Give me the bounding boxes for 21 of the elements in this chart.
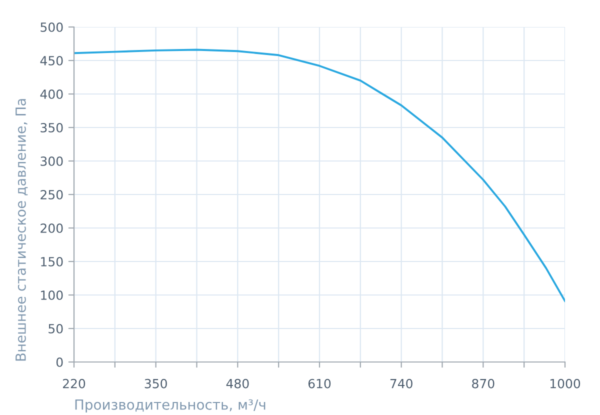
y-tick-label: 450 [40, 56, 63, 66]
y-tick-label: 0 [56, 357, 63, 367]
y-tick-label: 500 [40, 22, 63, 32]
x-tick-label: 740 [390, 378, 412, 388]
x-tick-label: 1000 [550, 378, 580, 388]
y-tick-label: 300 [40, 156, 63, 166]
y-tick-label: 200 [40, 223, 63, 233]
x-tick-label: 870 [472, 378, 494, 388]
x-tick-label: 220 [62, 378, 86, 388]
line-series [74, 48, 565, 302]
x-tick-label: 610 [308, 378, 331, 388]
x-axis-title: Производительность, м³/ч [75, 399, 266, 413]
y-tick-label: 350 [40, 122, 63, 132]
y-tick-label: 100 [41, 290, 63, 300]
x-tick-label: 350 [144, 378, 167, 388]
x-tick-label: 480 [226, 378, 249, 388]
y-tick-label: 250 [40, 190, 63, 200]
y-tick-label: 50 [48, 324, 63, 334]
y-tick-label: 150 [41, 256, 63, 266]
y-tick-label: 400 [40, 89, 63, 99]
y-axis-title: Внешнее статическое давление, Па [16, 99, 28, 361]
